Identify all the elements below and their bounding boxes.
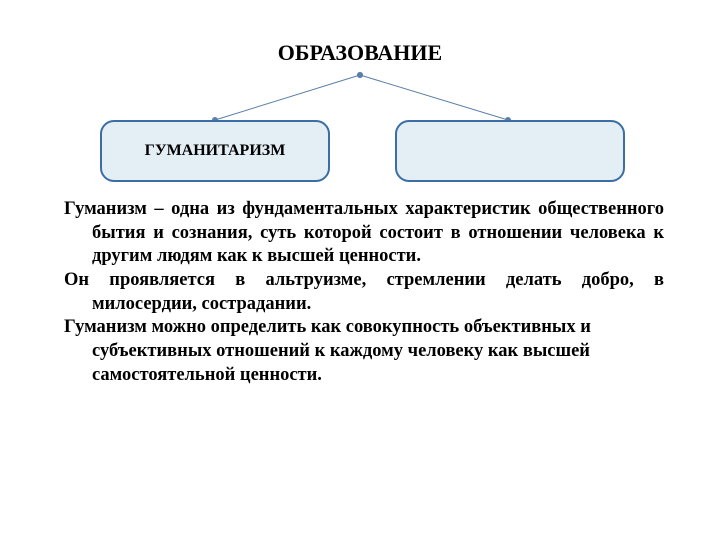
box-left: ГУМАНИТАРИЗМ <box>100 120 330 182</box>
connector-left <box>215 75 360 120</box>
paragraph-3: Гуманизм можно определить как совокупнос… <box>64 316 664 387</box>
box-left-label: ГУМАНИТАРИЗМ <box>145 142 286 160</box>
endpoint-top-right <box>357 72 363 78</box>
connector-right <box>360 75 508 120</box>
paragraph-1: Гуманизм – одна из фундаментальных харак… <box>64 198 664 269</box>
box-right <box>395 120 625 182</box>
paragraph-2: Он проявляется в альтруизме, стремлении … <box>64 269 664 316</box>
page-title: ОБРАЗОВАНИЕ <box>0 40 720 66</box>
body-text: Гуманизм – одна из фундаментальных харак… <box>64 198 664 387</box>
